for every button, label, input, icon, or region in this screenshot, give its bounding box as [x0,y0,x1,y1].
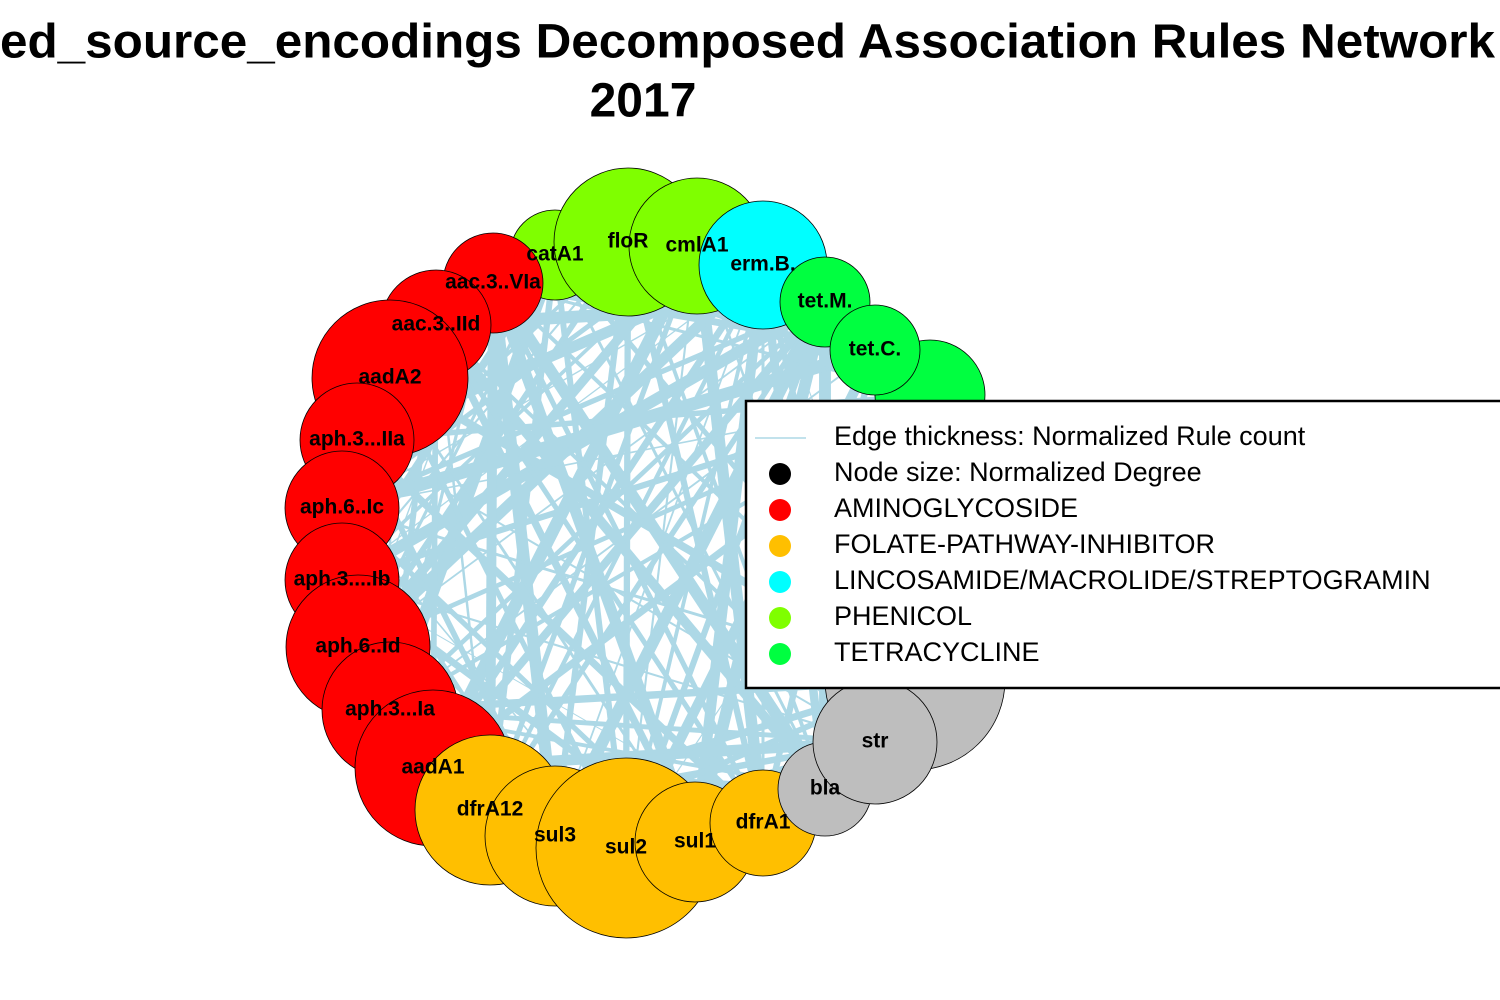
node-label: dfrA12 [457,798,524,821]
legend-swatch [769,463,791,485]
node-label: dfrA1 [736,811,791,834]
edge [432,321,829,793]
edge [341,578,876,744]
node-label: tet.M. [798,290,853,313]
legend-label: LINCOSAMIDE/MACROLIDE/STREPTOGRAMIN [834,565,1431,595]
legend-swatch [769,571,791,593]
legend-swatch [769,607,791,629]
node-label: cmlA1 [665,234,728,257]
edge [487,282,561,837]
title-line-2: 2017 [590,75,697,128]
node-label: aph.6..Ic [300,496,384,519]
node-label: tet.C. [849,338,902,361]
node-label: aph.6..Id [315,635,400,658]
node-label: sul2 [605,836,647,859]
node-label: catA1 [526,243,584,266]
node-label: aph.3...Ia [345,698,435,721]
legend-label: Node size: Normalized Degree [834,457,1202,487]
node-label: str [862,730,889,753]
node-label: sul3 [534,824,576,847]
legend-label: FOLATE-PATHWAY-INHIBITOR [834,529,1215,559]
node-label: aadA1 [401,756,464,779]
node-label: aadA2 [358,366,421,389]
node-label: erm.B. [730,253,795,276]
node-label: aph.3...IIa [309,428,405,451]
node-label: aac.3..IId [392,313,481,336]
legend-box [744,399,1500,690]
legend-swatch [769,499,791,521]
nodes [284,167,1006,939]
legend-label: PHENICOL [834,601,972,631]
node-label: bla [810,777,841,800]
legend-label: Edge thickness: Normalized Rule count [834,421,1306,451]
node-label: aph.3....Ib [294,568,391,591]
node [829,304,921,396]
title-line-1: ed_source_encodings Decomposed Associati… [0,16,1495,69]
node-label: sul1 [674,830,716,853]
legend-label: TETRACYCLINE [834,637,1040,667]
edge [340,343,877,515]
legend-label: AMINOGLYCOSIDE [834,493,1078,523]
legend: Edge thickness: Normalized Rule count Nod… [744,399,1500,690]
legend-swatch [769,535,791,557]
node-label: floR [608,230,649,253]
node-label: aac.3..VIa [445,271,541,294]
legend-swatch [769,643,791,665]
edge [354,437,766,826]
